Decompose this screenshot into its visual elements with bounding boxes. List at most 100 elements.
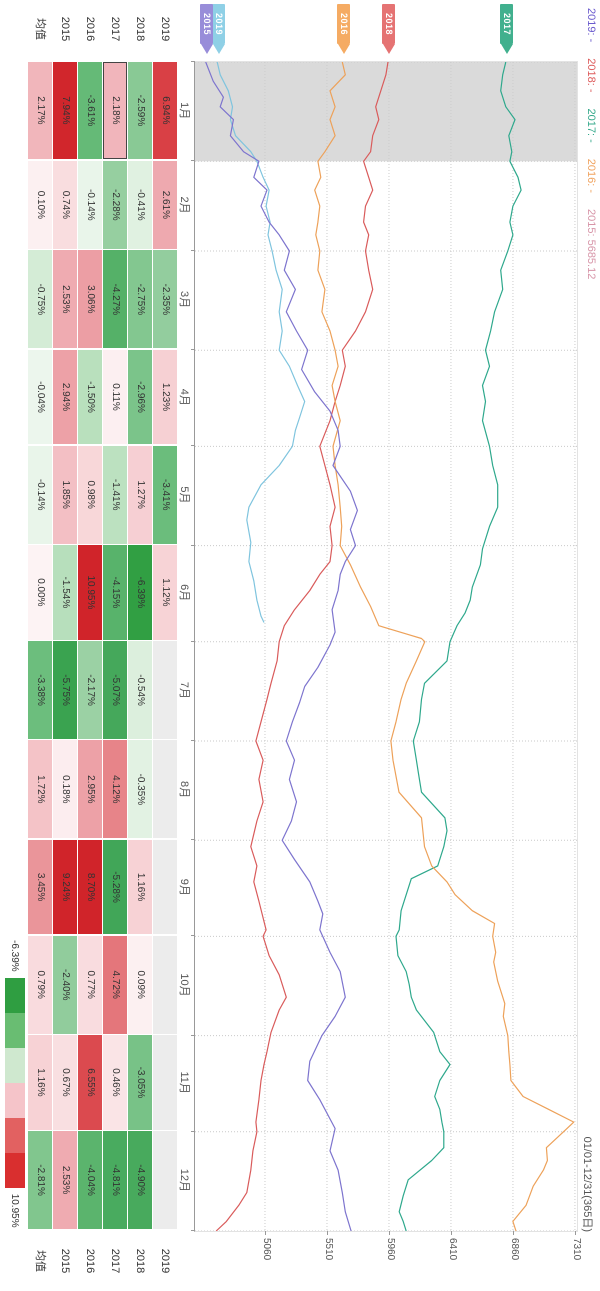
month-label-9: 9月: [178, 878, 190, 896]
table-cell-均值-m7[interactable]: -3.38%: [28, 641, 52, 739]
table-cell-均值-m11[interactable]: 1.16%: [28, 1035, 52, 1130]
table-cell-2019-m5[interactable]: -3.41%: [153, 445, 177, 544]
table-cell-2018-m4[interactable]: -2.96%: [128, 349, 152, 445]
table-cell-2015-m10[interactable]: -2.40%: [53, 935, 77, 1034]
table-cell-2019-m7[interactable]: [153, 641, 177, 739]
table-cell-2015-m9[interactable]: 9.24%: [53, 839, 77, 935]
colorscale-max-label: 10.95%: [9, 1193, 21, 1228]
table-cell-2017-m8[interactable]: 4.12%: [103, 740, 127, 839]
table-cell-2017-m11[interactable]: 0.46%: [103, 1035, 127, 1130]
table-cell-2019-m3[interactable]: -2.35%: [153, 250, 177, 349]
table-cell-2019-m6[interactable]: 1.12%: [153, 545, 177, 640]
table-cell-2017-m10[interactable]: 4.72%: [103, 935, 127, 1034]
table-cell-2018-m10[interactable]: 0.09%: [128, 935, 152, 1034]
month-label-2: 2月: [178, 196, 190, 214]
table-cell-2015-m1[interactable]: 7.94%: [53, 61, 77, 160]
table-cell-2015-m5[interactable]: 1.85%: [53, 445, 77, 544]
table-cell-均值-m10[interactable]: 0.79%: [28, 935, 52, 1034]
y-axis-tick: [388, 1231, 390, 1235]
y-axis-label: 5510: [322, 1238, 334, 1261]
legend-entry-2016[interactable]: 2016: -: [585, 158, 597, 193]
table-cell-2019-m12[interactable]: [153, 1131, 177, 1229]
table-cell-2019-m9[interactable]: [153, 839, 177, 935]
month-label-7: 7月: [178, 681, 190, 699]
legend-bar: 2019: - 2018: - 2017: - 2016: - 2015: 5685.1…: [581, 8, 597, 279]
table-cell-2015-m4[interactable]: 2.94%: [53, 349, 77, 445]
table-cell-2018-m1[interactable]: -2.59%: [128, 61, 152, 160]
table-cell-2018-m7[interactable]: -0.54%: [128, 641, 152, 739]
table-cell-2015-m3[interactable]: 2.53%: [53, 250, 77, 349]
table-cell-2017-m4[interactable]: 0.11%: [103, 349, 127, 445]
flag-pointer-icon: [383, 44, 396, 54]
table-cell-2017-m1[interactable]: 2.18%: [103, 61, 127, 160]
colorscale-blocks: [5, 977, 25, 1188]
table-cell-2018-m6[interactable]: -6.39%: [128, 545, 152, 640]
table-cell-2015-m8[interactable]: 0.18%: [53, 740, 77, 839]
table-cell-2016-m3[interactable]: 3.06%: [78, 250, 102, 349]
legend-entry-2019[interactable]: 2019: -: [585, 8, 597, 43]
table-cell-2018-m5[interactable]: 1.27%: [128, 445, 152, 544]
table-cell-均值-m3[interactable]: -0.75%: [28, 250, 52, 349]
table-cell-2018-m8[interactable]: -0.35%: [128, 740, 152, 839]
legend-entry-2017[interactable]: 2017: -: [585, 108, 597, 143]
table-cell-2018-m2[interactable]: -0.41%: [128, 160, 152, 249]
table-cell-2018-m12[interactable]: -4.90%: [128, 1131, 152, 1229]
table-cell-2016-m4[interactable]: -1.50%: [78, 349, 102, 445]
table-cell-2019-m10[interactable]: [153, 935, 177, 1034]
table-cell-2017-m9[interactable]: -5.28%: [103, 839, 127, 935]
table-cell-2016-m12[interactable]: -4.04%: [78, 1131, 102, 1229]
colorscale-legend: -6.39% 10.95%: [4, 940, 26, 1228]
table-cell-2015-m12[interactable]: 2.53%: [53, 1131, 77, 1229]
colorscale-block: [5, 1117, 25, 1153]
y-axis-tick: [450, 1231, 452, 1235]
table-cell-均值-m8[interactable]: 1.72%: [28, 740, 52, 839]
flag-pointer-icon: [337, 44, 350, 54]
table-cell-2016-m10[interactable]: 0.77%: [78, 935, 102, 1034]
series-flag-2017: 2017: [500, 4, 514, 54]
table-cell-2015-m11[interactable]: 0.67%: [53, 1035, 77, 1130]
table-cell-均值-m6[interactable]: 0.00%: [28, 545, 52, 640]
table-cell-2016-m9[interactable]: 8.70%: [78, 839, 102, 935]
table-cell-2015-m2[interactable]: 0.74%: [53, 160, 77, 249]
table-cell-2019-m8[interactable]: [153, 740, 177, 839]
table-cell-2017-m5[interactable]: -1.41%: [103, 445, 127, 544]
table-cell-均值-m12[interactable]: -2.81%: [28, 1131, 52, 1229]
series-flag-2016: 2016: [336, 4, 350, 54]
table-cell-2016-m6[interactable]: 10.95%: [78, 545, 102, 640]
table-cell-2015-m7[interactable]: -5.75%: [53, 641, 77, 739]
table-cell-2016-m8[interactable]: 2.95%: [78, 740, 102, 839]
table-cell-2019-m2[interactable]: 2.61%: [153, 160, 177, 249]
table-cell-2019-m4[interactable]: 1.23%: [153, 349, 177, 445]
table-cell-2016-m7[interactable]: -2.17%: [78, 641, 102, 739]
table-cell-2017-m7[interactable]: -5.07%: [103, 641, 127, 739]
table-cell-2017-m6[interactable]: -4.15%: [103, 545, 127, 640]
plot-area[interactable]: [194, 61, 578, 1232]
table-cell-2016-m2[interactable]: -0.14%: [78, 160, 102, 249]
legend-entry-2015[interactable]: 2015: 5685.12: [585, 209, 597, 280]
table-row-label-right-均值: 均值: [34, 1250, 46, 1272]
table-cell-2018-m3[interactable]: -2.75%: [128, 250, 152, 349]
table-cell-均值-m2[interactable]: 0.10%: [28, 160, 52, 249]
table-cell-2017-m2[interactable]: -2.28%: [103, 160, 127, 249]
table-cell-2015-m6[interactable]: -1.54%: [53, 545, 77, 640]
table-cell-2019-m1[interactable]: 6.94%: [153, 61, 177, 160]
table-row-label-right-2019: 2019: [159, 1248, 171, 1274]
table-cell-2019-m11[interactable]: [153, 1035, 177, 1130]
y-axis-tick: [512, 1231, 514, 1235]
y-axis-tick: [574, 1231, 576, 1235]
table-cell-2016-m1[interactable]: -3.61%: [78, 61, 102, 160]
table-cell-均值-m9[interactable]: 3.45%: [28, 839, 52, 935]
colorscale-block: [5, 1047, 25, 1083]
month-axis-tick: [191, 1230, 195, 1231]
table-cell-均值-m1[interactable]: 2.17%: [28, 61, 52, 160]
table-cell-2016-m11[interactable]: 6.55%: [78, 1035, 102, 1130]
table-cell-2017-m3[interactable]: -4.27%: [103, 250, 127, 349]
table-cell-2017-m12[interactable]: -4.81%: [103, 1131, 127, 1229]
table-cell-均值-m5[interactable]: -0.14%: [28, 445, 52, 544]
legend-entry-2018[interactable]: 2018: -: [585, 58, 597, 93]
table-cell-均值-m4[interactable]: -0.04%: [28, 349, 52, 445]
table-cell-2016-m5[interactable]: 0.98%: [78, 445, 102, 544]
series-line-2019: [216, 62, 306, 623]
table-cell-2018-m9[interactable]: 1.16%: [128, 839, 152, 935]
table-cell-2018-m11[interactable]: -3.05%: [128, 1035, 152, 1130]
